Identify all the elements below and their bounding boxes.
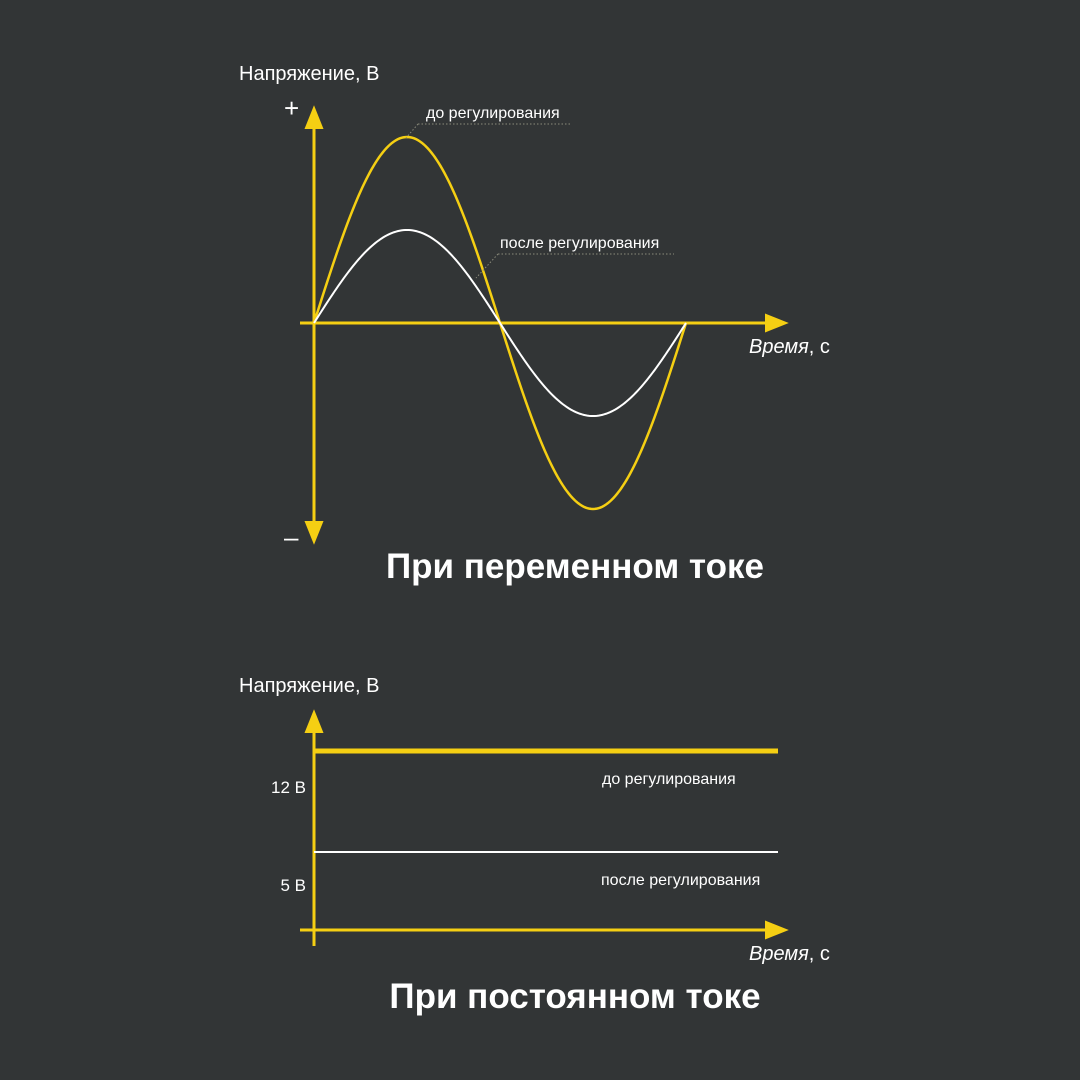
dc-y-tick-label-5: 5 В — [280, 876, 306, 895]
dc-x-axis-label: Время, с — [749, 943, 830, 965]
ac-after-label: после регулирования — [500, 235, 659, 252]
ac-chart: Напряжение, В + – до регулирования после… — [239, 63, 830, 586]
ac-series-after-line — [313, 228, 687, 418]
ac-x-axis-label: Время, с — [749, 336, 830, 358]
ac-y-minus-sign: – — [284, 522, 299, 552]
ac-before-leader-diag — [405, 123, 419, 139]
dc-before-label: до регулирования — [602, 771, 736, 788]
ac-y-plus-sign: + — [284, 93, 299, 123]
dc-y-axis-label: Напряжение, В — [239, 675, 379, 697]
ac-before-label: до регулирования — [426, 105, 560, 122]
dc-after-label: после регулирования — [601, 872, 760, 889]
dc-chart-title: При постоянном токе — [389, 977, 760, 1016]
ac-chart-title: При переменном токе — [386, 547, 764, 586]
dc-y-tick-label-12: 12 В — [271, 778, 306, 797]
ac-y-axis-label: Напряжение, В — [239, 63, 379, 85]
dc-chart: Напряжение, В 12 В 5 В до регулирования … — [239, 675, 830, 1016]
